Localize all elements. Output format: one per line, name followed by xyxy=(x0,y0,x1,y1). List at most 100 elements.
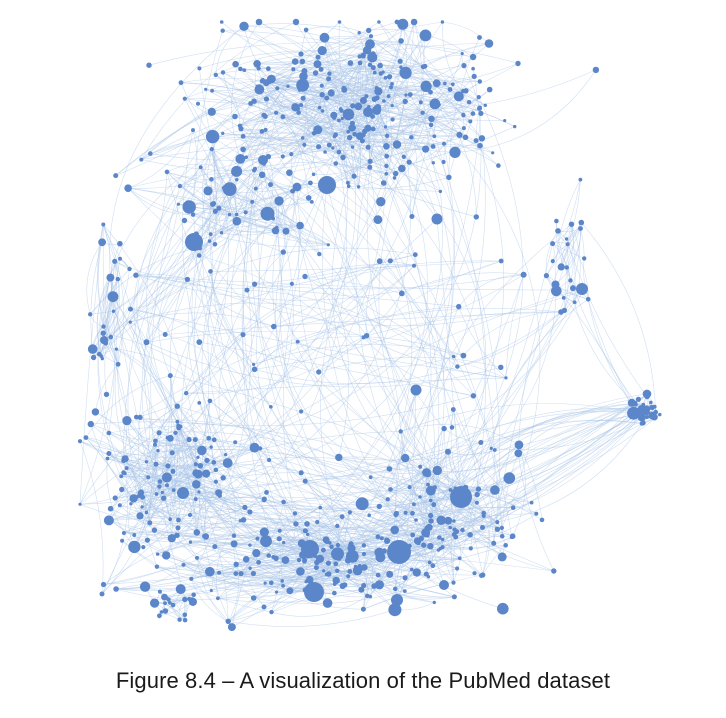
graph-node xyxy=(98,238,106,247)
graph-edge xyxy=(442,243,553,548)
graph-node xyxy=(305,575,314,584)
graph-node xyxy=(651,413,658,421)
graph-edge xyxy=(419,402,636,498)
graph-node xyxy=(389,85,393,90)
graph-edge xyxy=(373,535,503,587)
graph-edge xyxy=(116,348,208,461)
graph-node xyxy=(210,201,216,207)
graph-edge xyxy=(228,609,395,627)
graph-node xyxy=(484,39,494,48)
graph-node xyxy=(192,437,198,443)
graph-node xyxy=(437,103,441,107)
graph-node xyxy=(441,537,445,542)
graph-node xyxy=(160,490,164,495)
graph-edge xyxy=(490,299,589,449)
graph-node xyxy=(352,565,363,576)
graph-node xyxy=(154,492,159,496)
graph-edge xyxy=(79,405,178,505)
graph-edge xyxy=(108,432,124,473)
graph-node xyxy=(436,515,446,525)
graph-edge xyxy=(186,335,367,394)
graph-node xyxy=(202,469,211,478)
graph-node xyxy=(242,556,250,563)
graph-node xyxy=(349,120,355,126)
graph-node xyxy=(451,594,457,600)
graph-node xyxy=(390,104,394,108)
graph-node xyxy=(467,532,473,538)
graph-node xyxy=(494,526,501,532)
graph-node xyxy=(316,144,322,150)
graph-edge xyxy=(119,456,456,506)
graph-node xyxy=(119,486,125,493)
graph-edge xyxy=(271,60,406,80)
graph-node xyxy=(460,352,467,359)
graph-node xyxy=(117,240,123,247)
graph-node xyxy=(479,573,484,578)
graph-edge xyxy=(114,261,292,289)
graph-node xyxy=(165,483,169,488)
graph-node xyxy=(100,356,105,361)
graph-node xyxy=(398,429,403,434)
graph-edge xyxy=(158,248,201,376)
graph-node xyxy=(198,165,203,170)
graph-node xyxy=(332,582,337,586)
graph-node xyxy=(393,510,399,517)
graph-edge xyxy=(241,159,315,593)
graph-edge xyxy=(442,536,512,550)
graph-node xyxy=(159,610,164,614)
graph-edge xyxy=(193,174,263,215)
graph-node xyxy=(388,603,402,617)
graph-edge xyxy=(271,595,368,617)
graph-node xyxy=(391,594,403,606)
graph-node xyxy=(185,233,203,251)
graph-node xyxy=(207,239,212,243)
graph-node xyxy=(258,155,268,165)
graph-node xyxy=(188,540,193,544)
graph-edge xyxy=(166,163,234,174)
graph-node xyxy=(376,197,386,207)
graph-node xyxy=(424,525,430,531)
graph-node xyxy=(355,497,369,511)
graph-node xyxy=(407,92,413,97)
graph-edge xyxy=(477,396,648,495)
graph-edge xyxy=(233,172,436,488)
graph-node xyxy=(182,96,187,101)
graph-node xyxy=(251,98,257,104)
graph-edge xyxy=(254,274,524,290)
graph-node xyxy=(256,66,261,71)
graph-node xyxy=(449,146,461,158)
graph-node xyxy=(448,525,453,530)
graph-node xyxy=(206,435,211,441)
graph-edge xyxy=(262,79,314,175)
graph-edge xyxy=(116,555,269,591)
graph-edge xyxy=(452,537,456,583)
graph-node xyxy=(466,100,472,105)
graph-node xyxy=(148,151,153,156)
graph-edge xyxy=(215,74,370,168)
graph-node xyxy=(376,503,382,510)
graph-edge xyxy=(205,89,370,168)
graph-edge xyxy=(214,439,442,521)
graph-edge xyxy=(189,76,411,516)
graph-node xyxy=(478,110,484,116)
graph-node xyxy=(456,131,463,138)
graph-node xyxy=(303,27,309,33)
graph-edge xyxy=(178,427,200,533)
graph-node xyxy=(335,453,343,462)
graph-node xyxy=(490,485,500,495)
graph-edge xyxy=(505,274,524,378)
graph-node xyxy=(87,420,95,428)
graph-node xyxy=(107,517,114,524)
graph-node xyxy=(497,552,507,562)
graph-node xyxy=(296,557,302,563)
graph-node xyxy=(407,485,412,490)
graph-node xyxy=(503,119,507,123)
graph-edge xyxy=(112,296,198,533)
graph-edge xyxy=(273,260,380,327)
graph-edge xyxy=(98,179,238,355)
graph-node xyxy=(296,110,301,115)
graph-node xyxy=(305,195,312,201)
graph-edge xyxy=(473,274,524,396)
graph-edge xyxy=(320,148,426,527)
graph-edge xyxy=(282,116,344,158)
